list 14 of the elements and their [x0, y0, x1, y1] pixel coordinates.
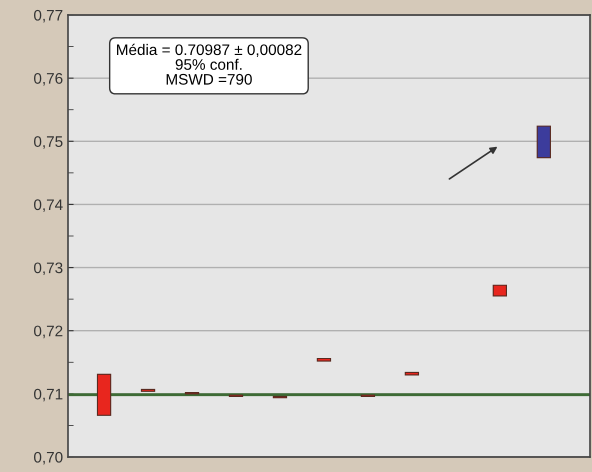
y-tick-label: 0,71	[34, 388, 62, 402]
y-tick-label: 0,76	[34, 73, 62, 86]
y-tick-label: 0,73	[34, 262, 62, 276]
y-tick-label: 0,72	[34, 326, 62, 338]
y-tick-label: 0,74	[34, 199, 63, 212]
y-tick-label: 0,77	[34, 10, 62, 22]
bar	[492, 284, 507, 297]
y-tick-label: 0,70	[34, 452, 63, 464]
annotation: Média = 0.70987 ± 0,00082 95% conf. MSWD =790	[117, 44, 302, 85]
bar	[316, 358, 332, 362]
bar	[96, 374, 112, 416]
bar	[404, 372, 420, 376]
bar	[536, 126, 551, 158]
y-tick-label: 0,75	[34, 136, 62, 149]
